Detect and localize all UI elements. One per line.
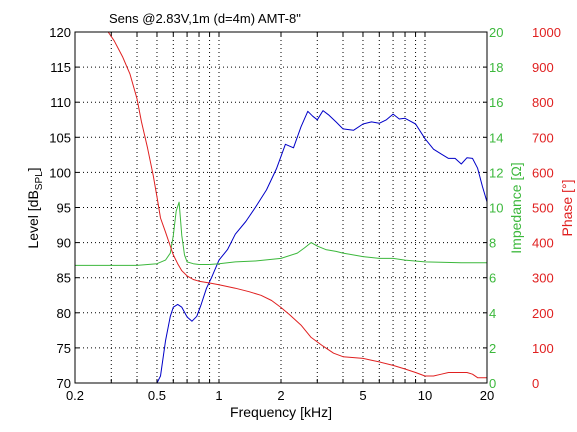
level-axis-label-sub: SPL bbox=[34, 171, 45, 190]
impedance-series-line bbox=[75, 201, 487, 266]
level-tick-label: 105 bbox=[49, 130, 71, 145]
x-axis-ticks: 0.2 0.5 1 2 5 10 20 bbox=[66, 32, 494, 403]
phase-axis-ticks: 0 100 200 300 400 500 600 700 800 900 1000 bbox=[532, 25, 561, 391]
impedance-tick-label: 18 bbox=[489, 60, 503, 75]
phase-tick-label: 100 bbox=[532, 341, 554, 356]
x-tick-label: 5 bbox=[359, 388, 366, 403]
phase-tick-label: 0 bbox=[532, 376, 539, 391]
level-tick-label: 95 bbox=[57, 201, 71, 216]
phase-tick-label: 500 bbox=[532, 201, 554, 216]
impedance-tick-label: 2 bbox=[489, 341, 496, 356]
x-tick-label: 1 bbox=[215, 388, 222, 403]
level-tick-label: 70 bbox=[57, 376, 71, 391]
level-tick-label: 85 bbox=[57, 271, 71, 286]
impedance-axis-ticks: 0 2 4 6 8 10 12 14 16 18 20 bbox=[483, 25, 503, 391]
chart-title: Sens @2.83V,1m (d=4m) AMT-8" bbox=[109, 11, 301, 26]
x-tick-label: 2 bbox=[277, 388, 284, 403]
impedance-tick-label: 20 bbox=[489, 25, 503, 40]
impedance-tick-label: 0 bbox=[489, 376, 496, 391]
phase-tick-label: 900 bbox=[532, 60, 554, 75]
x-axis-label: Frequency [kHz] bbox=[230, 404, 332, 420]
level-tick-label: 110 bbox=[50, 95, 71, 110]
level-tick-label: 90 bbox=[57, 236, 71, 251]
impedance-tick-label: 12 bbox=[489, 165, 503, 180]
impedance-tick-label: 6 bbox=[489, 271, 496, 286]
level-axis-label-main: Level [dB bbox=[25, 190, 41, 248]
level-series-line bbox=[156, 110, 488, 384]
impedance-tick-label: 8 bbox=[489, 236, 496, 251]
x-tick-label: 10 bbox=[418, 388, 432, 403]
level-tick-label: 100 bbox=[49, 165, 71, 180]
grid bbox=[75, 32, 487, 383]
level-axis-label: Level [dBSPL] bbox=[25, 167, 45, 248]
level-axis-ticks: 70 75 80 85 90 95 100 105 110 115 120 bbox=[49, 25, 79, 391]
phase-tick-label: 800 bbox=[532, 95, 554, 110]
impedance-tick-label: 10 bbox=[489, 201, 503, 216]
x-tick-label: 0.2 bbox=[66, 388, 84, 403]
impedance-tick-label: 4 bbox=[489, 306, 496, 321]
level-tick-label: 120 bbox=[49, 25, 71, 40]
phase-series-line bbox=[107, 31, 487, 379]
phase-tick-label: 200 bbox=[532, 306, 554, 321]
impedance-tick-label: 14 bbox=[489, 130, 503, 145]
level-tick-label: 80 bbox=[57, 306, 71, 321]
phase-tick-label: 400 bbox=[532, 236, 554, 251]
x-tick-label: 20 bbox=[480, 388, 494, 403]
level-tick-label: 115 bbox=[50, 60, 71, 75]
phase-tick-label: 300 bbox=[532, 271, 554, 286]
phase-axis-label: Phase [°] bbox=[559, 180, 575, 237]
level-tick-label: 75 bbox=[57, 341, 71, 356]
impedance-axis-label: Impedance [Ω] bbox=[508, 162, 524, 253]
level-axis-label-end: ] bbox=[25, 167, 41, 171]
impedance-tick-label: 16 bbox=[489, 95, 503, 110]
series-group bbox=[75, 31, 488, 384]
x-tick-label: 0.5 bbox=[148, 388, 166, 403]
phase-tick-label: 1000 bbox=[532, 25, 561, 40]
phase-tick-label: 700 bbox=[532, 130, 554, 145]
phase-tick-label: 600 bbox=[532, 165, 554, 180]
